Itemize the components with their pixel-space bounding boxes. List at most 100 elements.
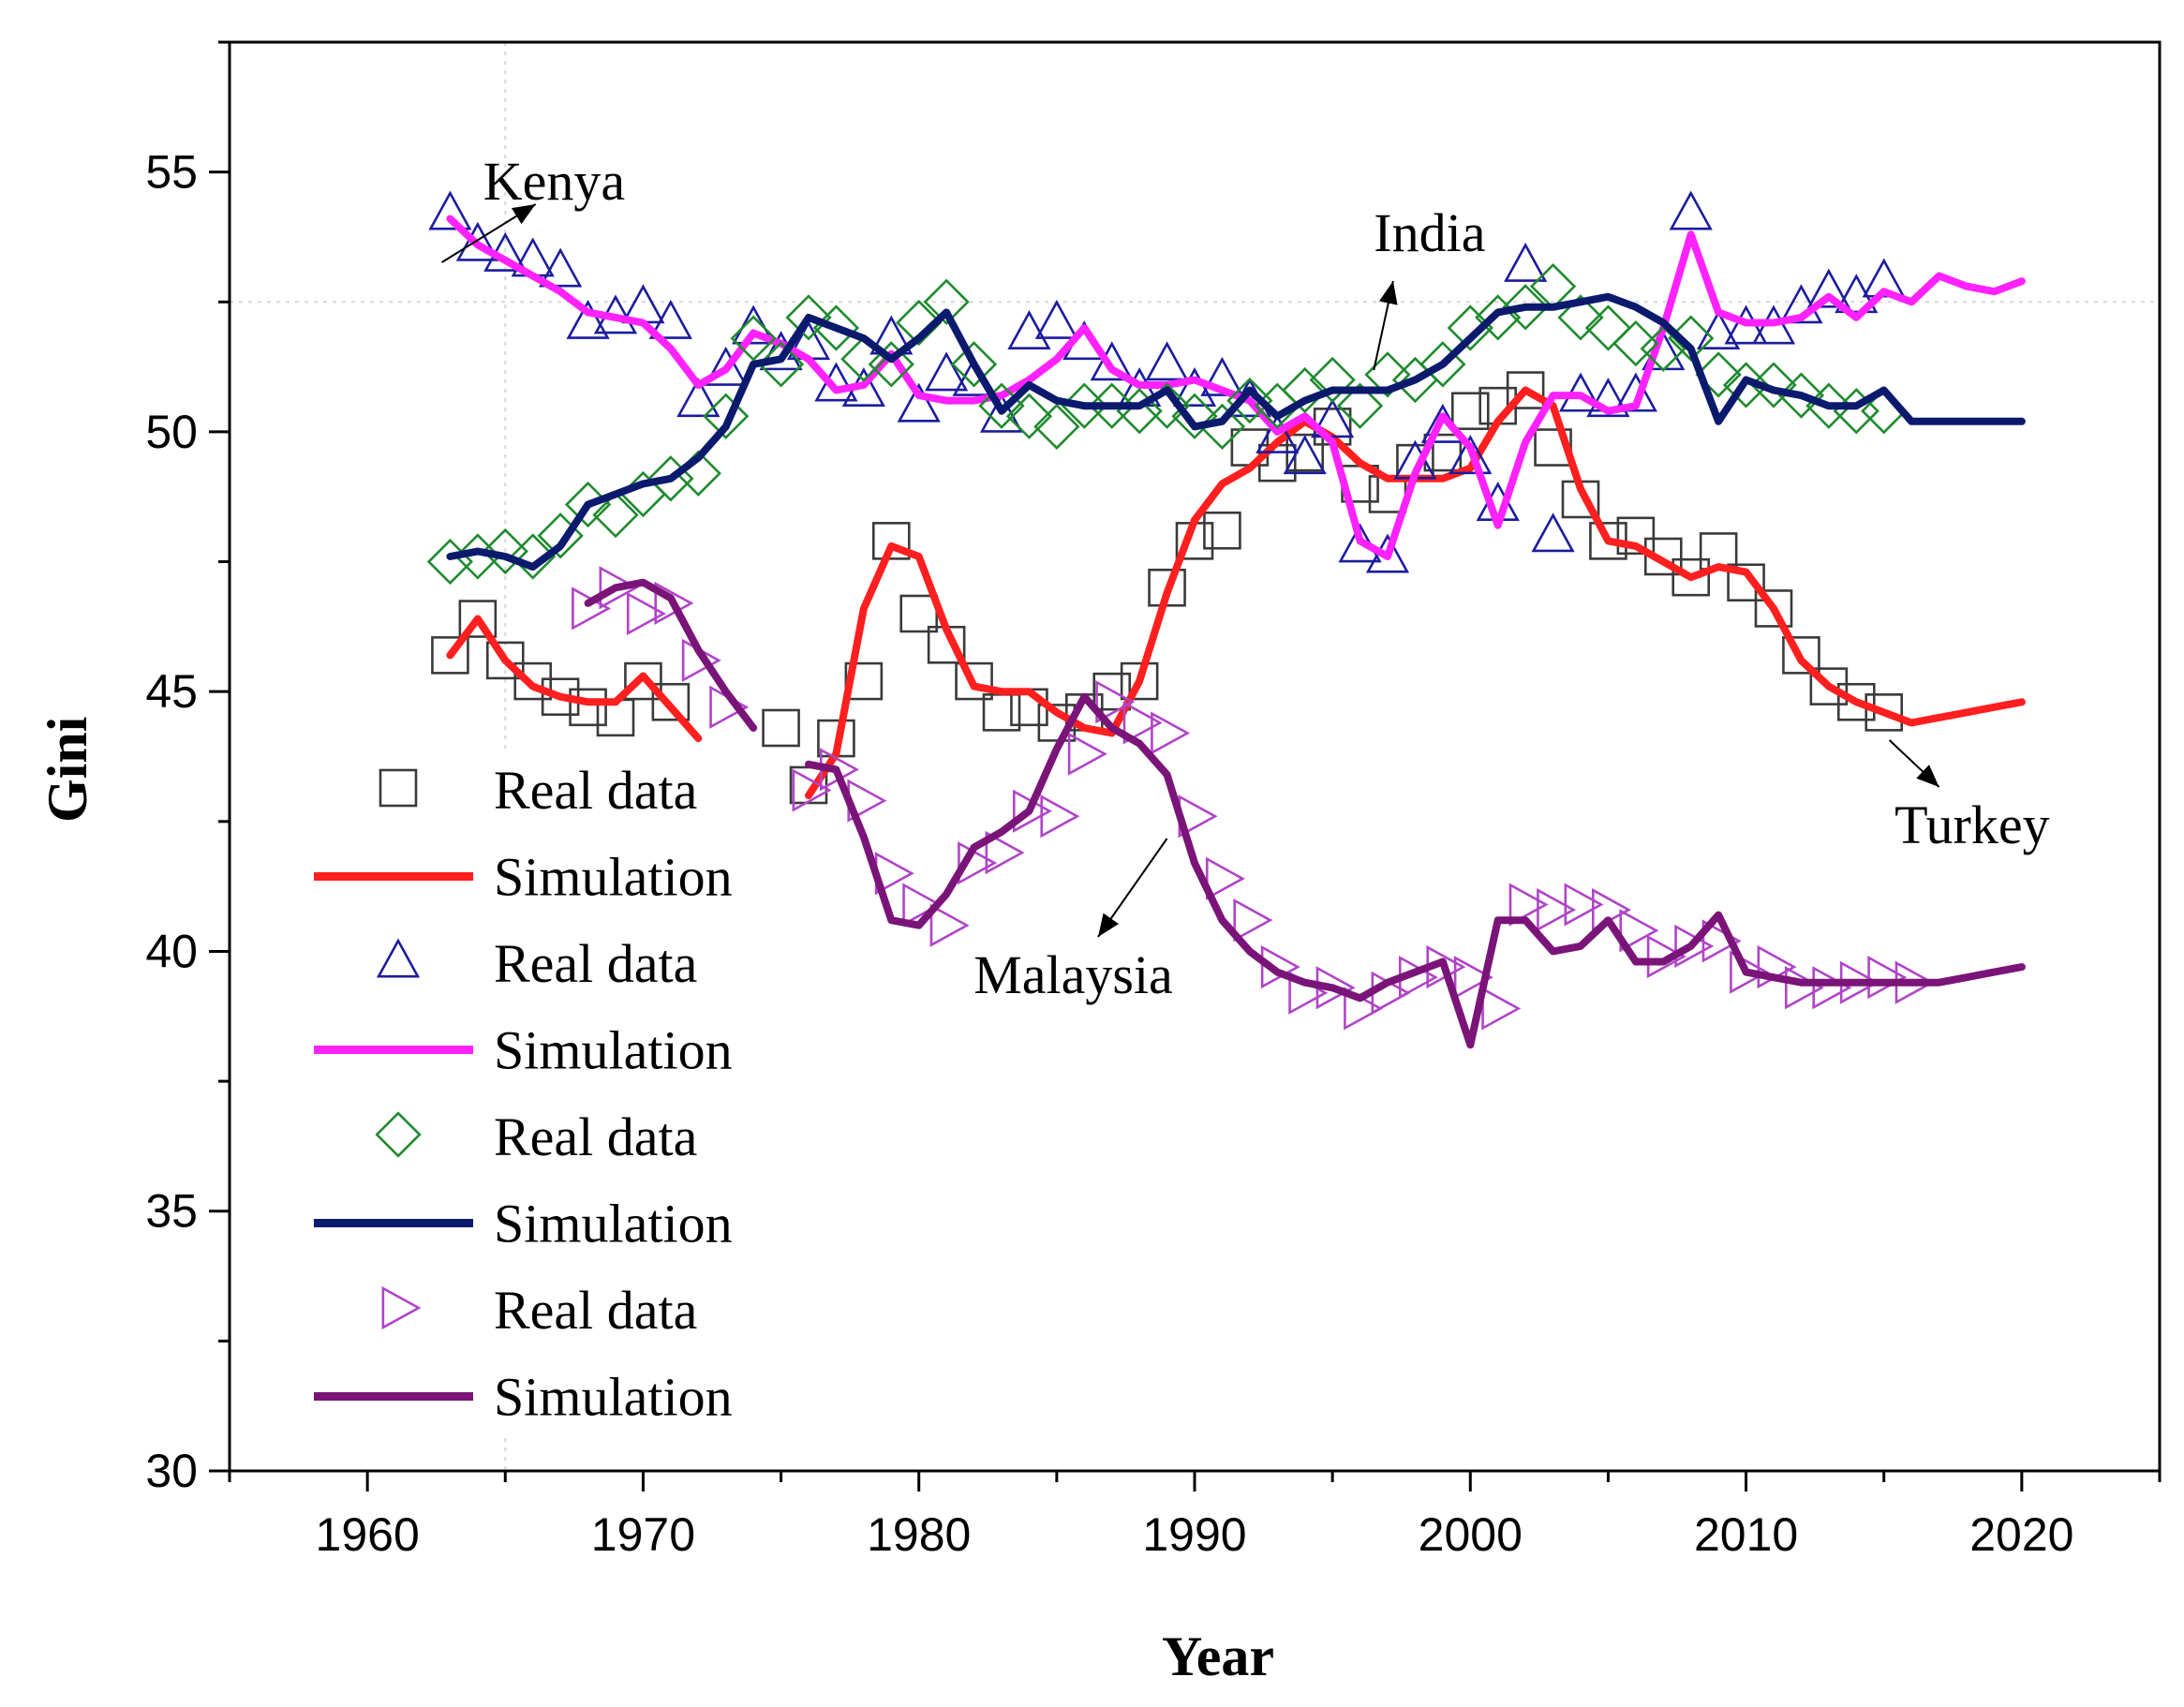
kenya-real-data-point	[1145, 341, 1189, 381]
turkey-real-data-point	[1643, 537, 1683, 576]
turkey-real-data-point	[762, 708, 800, 748]
series-turkey	[431, 371, 2026, 805]
malaysia-real-data-point	[1040, 794, 1080, 839]
legend-item-kenya-real-marker	[376, 938, 421, 978]
malaysia-real-data-point	[985, 830, 1025, 875]
malaysia-real-data-point	[1095, 680, 1136, 724]
india-real-data-point	[1336, 382, 1384, 429]
kenya-real-data-point	[1531, 512, 1575, 553]
legend-item-india-real-marker	[375, 1111, 422, 1158]
india-real-data-point	[510, 533, 557, 580]
turkey-real-data-point	[1203, 511, 1241, 550]
legend-item-india-real: Real data	[375, 1106, 697, 1167]
y-tick-label: 40	[145, 925, 198, 977]
kenya-real-data-point	[539, 247, 583, 288]
india-real-data-point	[1226, 377, 1273, 424]
x-tick-label: 1970	[591, 1508, 695, 1561]
axis-layer: 1960 1970 1980 1990 2000 2010 2020 30 35 40 45 50 55…	[37, 40, 2162, 1687]
india-real-data-point	[1750, 362, 1797, 408]
y-tick-label: 50	[145, 406, 198, 458]
turkey-real-data-point	[569, 688, 607, 727]
india-simulation-line	[446, 292, 2026, 571]
malaysia-real-data-point	[902, 883, 943, 927]
y-tick-label: 35	[145, 1185, 198, 1238]
legend-item-india-sim: Simulation	[314, 1194, 733, 1254]
kenya-real-data-point	[1090, 341, 1134, 381]
india-real-data-point	[482, 527, 528, 575]
india-real-data-point	[1502, 284, 1549, 331]
legend-item-malaysia-real-marker	[381, 1285, 422, 1330]
kenya-simulation-line	[446, 215, 2026, 560]
malaysia-real-data-point	[1508, 883, 1549, 927]
malaysia-real-data-point	[929, 903, 970, 947]
india-real-data-point	[950, 341, 998, 388]
y-tick-label: 45	[145, 665, 198, 718]
annotation-turkey-arrow-head	[1916, 764, 1939, 787]
india-real-data-point	[1364, 351, 1411, 398]
malaysia-real-data-point	[1564, 883, 1604, 927]
kenya-real-data-point	[428, 190, 472, 230]
annotation-malaysia-arrow-head	[1098, 913, 1119, 937]
kenya-real-data-point	[676, 378, 721, 418]
india-real-data-point	[785, 294, 832, 341]
annotation-india-arrow-head	[1379, 281, 1398, 305]
kenya-real-data-point	[1172, 366, 1217, 407]
kenya-real-data-point	[925, 351, 969, 392]
india-real-data-point	[896, 299, 943, 347]
turkey-simulation-line	[805, 386, 2026, 800]
x-tick-label: 1990	[1142, 1508, 1246, 1561]
india-real-data-point	[1640, 325, 1686, 372]
turkey-real-data-point	[1754, 589, 1793, 628]
turkey-real-data-point	[1450, 392, 1490, 431]
y-axis-title: Gini	[37, 717, 98, 823]
turkey-real-data-point	[1671, 557, 1711, 597]
turkey-real-data-point	[1506, 371, 1545, 409]
malaysia-simulation-line	[584, 578, 758, 732]
india-real-data-point	[1612, 319, 1659, 367]
legend-item-malaysia-sim-label: Simulation	[494, 1367, 733, 1428]
india-real-data-point	[1419, 341, 1466, 388]
turkey-real-data-point	[1782, 636, 1820, 675]
india-real-data-point	[1198, 403, 1246, 451]
malaysia-real-data-point	[1619, 909, 1659, 953]
india-real-data-point	[757, 341, 805, 388]
x-axis-title: Year	[1162, 1625, 1274, 1687]
kenya-real-data-point	[1007, 309, 1051, 349]
malaysia-real-data-point	[599, 566, 639, 610]
kenya-real-data-point	[1669, 190, 1713, 230]
turkey-real-data-point	[513, 661, 553, 701]
kenya-real-data-point	[704, 346, 748, 386]
legend-item-india-real-label: Real data	[494, 1106, 697, 1167]
annotation-kenya-label: Kenya	[483, 151, 625, 212]
kenya-real-data-point	[1697, 309, 1741, 349]
annotation-malaysia-label: Malaysia	[973, 944, 1173, 1005]
turkey-real-data-point	[485, 641, 525, 680]
legend-item-malaysia-real: Real data	[381, 1280, 697, 1341]
legend-item-kenya-sim-label: Simulation	[494, 1020, 733, 1081]
legend-item-turkey-sim-label: Simulation	[494, 847, 733, 908]
malaysia-real-data-point	[958, 841, 998, 885]
turkey-real-data-point	[1534, 428, 1572, 467]
legend-item-turkey-real-label: Real data	[494, 760, 697, 821]
turkey-real-data-point	[1616, 516, 1656, 556]
malaysia-real-data-point	[1701, 919, 1742, 963]
malaysia-real-data-point	[792, 768, 832, 812]
kenya-real-data-point	[1504, 242, 1548, 282]
y-tick-label: 55	[145, 146, 198, 199]
kenya-real-data-point	[1613, 372, 1657, 412]
legend-background	[300, 750, 787, 1433]
kenya-real-data-point	[1034, 299, 1078, 339]
malaysia-real-data-point	[1151, 711, 1191, 755]
annotation-kenya-arrow	[441, 203, 537, 263]
x-tick-label: 1980	[867, 1508, 971, 1561]
legend-item-turkey-real-marker	[379, 768, 418, 808]
kenya-real-data-point	[648, 299, 692, 339]
turkey-real-data-point	[651, 682, 691, 721]
series-malaysia	[572, 566, 2026, 1049]
turkey-real-data-point	[1120, 661, 1159, 701]
malaysia-real-data-point	[1812, 966, 1852, 1010]
legend-item-malaysia-real-label: Real data	[494, 1280, 697, 1341]
turkey-real-data-point	[871, 522, 911, 560]
